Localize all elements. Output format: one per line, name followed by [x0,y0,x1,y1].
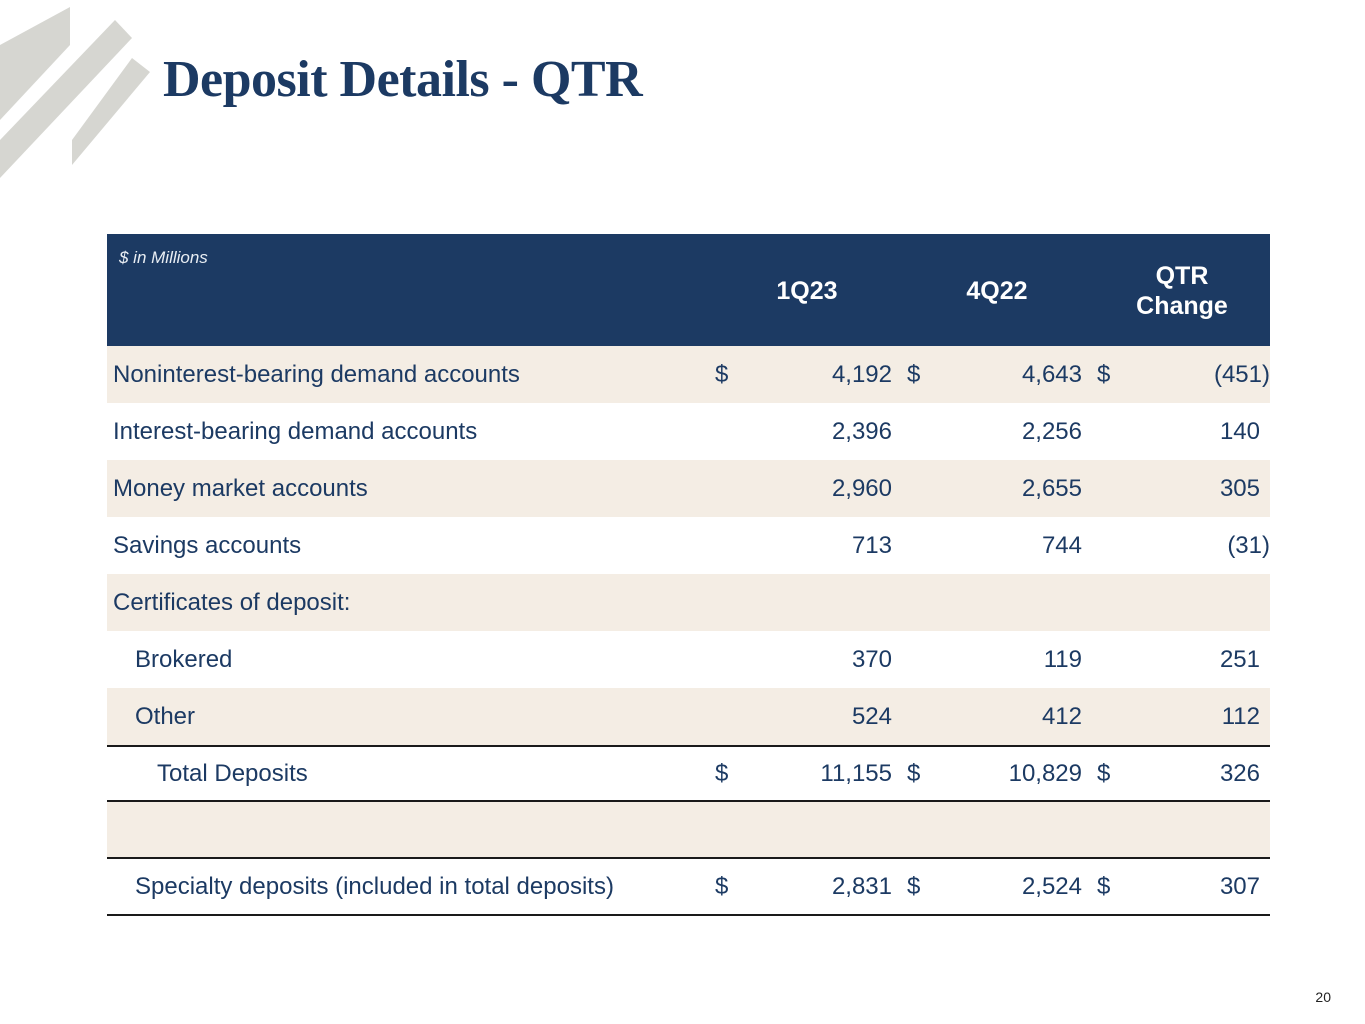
value-1q23: 4,192 [831,361,892,388]
value-4q22: 2,655 [1021,475,1082,502]
value-qtr-change: 140 [1219,418,1260,445]
currency-symbol: $ [907,873,921,900]
row-label: Other [135,703,196,730]
value-qtr-change: 326 [1219,760,1260,787]
value-1q23: 524 [851,703,892,730]
page-number: 20 [1315,989,1331,1005]
value-qtr-change: 307 [1219,873,1260,900]
row-label: Money market accounts [113,475,368,502]
table-row: Interest-bearing demand accounts 2,396 2… [107,403,1270,460]
table-row: Specialty deposits (included in total de… [107,859,1270,916]
deposit-table: $ in Millions 1Q23 4Q22 QTR Change Nonint… [107,234,1270,916]
table-row: Certificates of deposit: [107,574,1270,631]
table-row-total: Total Deposits $ 11,155 $ 10,829 $ 326 [107,745,1270,802]
page-title: Deposit Details - QTR [163,51,643,108]
value-1q23: 370 [851,646,892,673]
table-header: $ in Millions 1Q23 4Q22 QTR Change [107,234,1270,346]
value-4q22: 2,256 [1021,418,1082,445]
currency-symbol: $ [715,361,729,388]
value-1q23: 11,155 [820,760,892,787]
value-1q23: 2,396 [831,418,892,445]
column-header-qtr-change: QTR Change [1136,262,1228,320]
value-4q22: 2,524 [1021,873,1082,900]
value-qtr-change: 112 [1221,703,1260,730]
row-label: Interest-bearing demand accounts [113,418,478,445]
value-qtr-change: 251 [1219,646,1260,673]
table-row: Other 524 412 112 [107,688,1270,745]
currency-symbol: $ [1097,361,1111,388]
value-4q22: 4,643 [1021,361,1082,388]
column-header-1q23: 1Q23 [776,277,838,305]
value-1q23: 2,831 [831,873,892,900]
value-1q23: 713 [851,532,892,559]
row-label: Brokered [135,646,233,673]
value-1q23: 2,960 [831,475,892,502]
value-qtr-change: (451) [1213,361,1270,388]
row-label: Noninterest-bearing demand accounts [113,361,520,388]
currency-symbol: $ [907,361,921,388]
value-4q22: 744 [1041,532,1082,559]
column-header-4q22: 4Q22 [966,277,1028,305]
row-label: Savings accounts [113,532,302,559]
row-label: Total Deposits [157,760,308,787]
units-label: $ in Millions [119,248,208,267]
value-4q22: 412 [1041,703,1082,730]
table-row: Noninterest-bearing demand accounts $ 4,… [107,346,1270,403]
row-label: Specialty deposits (included in total de… [135,873,614,900]
currency-symbol: $ [1097,873,1111,900]
table-row: Savings accounts 713 744 (31) [107,517,1270,574]
table-row-spacer [107,802,1270,859]
value-4q22: 10,829 [1008,760,1082,787]
company-logo [0,7,150,178]
table-row: Brokered 370 119 251 [107,631,1270,688]
currency-symbol: $ [907,760,921,787]
value-qtr-change: (31) [1227,532,1270,559]
table-row: Money market accounts 2,960 2,655 305 [107,460,1270,517]
currency-symbol: $ [1097,760,1111,787]
currency-symbol: $ [715,760,729,787]
currency-symbol: $ [715,873,729,900]
value-4q22: 119 [1043,646,1082,673]
value-qtr-change: 305 [1219,475,1260,502]
row-label: Certificates of deposit: [113,589,351,616]
